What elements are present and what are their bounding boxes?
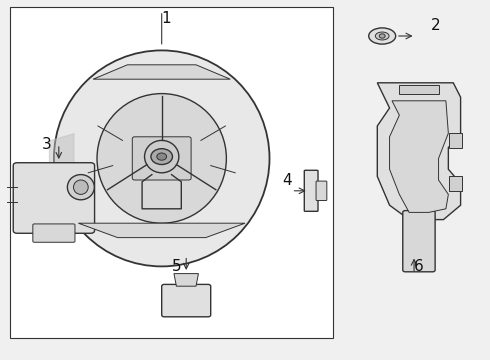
Circle shape [157, 153, 167, 160]
FancyBboxPatch shape [304, 170, 318, 211]
Bar [449, 176, 462, 191]
Ellipse shape [97, 94, 226, 223]
Text: 2: 2 [431, 18, 441, 33]
Polygon shape [377, 83, 461, 220]
Ellipse shape [54, 50, 270, 266]
Ellipse shape [67, 175, 94, 200]
Ellipse shape [368, 28, 396, 44]
Ellipse shape [145, 140, 179, 173]
Bar [399, 85, 439, 94]
FancyBboxPatch shape [33, 224, 75, 242]
Text: 6: 6 [414, 259, 424, 274]
Text: 1: 1 [162, 11, 172, 26]
FancyBboxPatch shape [132, 137, 191, 180]
Polygon shape [174, 274, 198, 286]
Bar [449, 133, 462, 148]
FancyBboxPatch shape [316, 181, 327, 201]
Text: 5: 5 [172, 259, 181, 274]
Text: 3: 3 [42, 137, 51, 152]
Polygon shape [93, 65, 230, 79]
Ellipse shape [375, 32, 389, 40]
Ellipse shape [74, 180, 88, 194]
Polygon shape [78, 223, 245, 238]
FancyBboxPatch shape [13, 163, 95, 233]
Circle shape [379, 34, 385, 38]
Bar [10, 7, 333, 338]
Polygon shape [390, 101, 448, 212]
Text: 4: 4 [282, 172, 292, 188]
FancyBboxPatch shape [162, 284, 211, 317]
FancyBboxPatch shape [403, 211, 435, 272]
Circle shape [151, 149, 172, 165]
